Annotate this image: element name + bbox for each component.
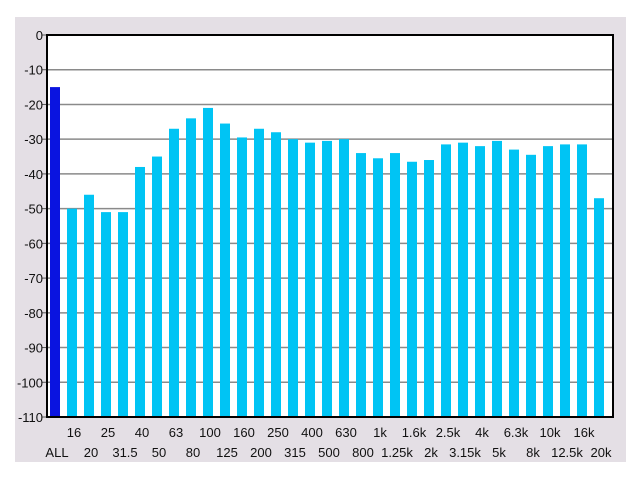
x-tick-label: 5k: [492, 445, 506, 460]
x-tick-label: 50: [152, 445, 166, 460]
bar: [509, 149, 519, 417]
y-tick-label: -100: [17, 375, 43, 390]
bar: [543, 146, 553, 418]
x-tick-label: 2.5k: [436, 425, 461, 440]
bar: [407, 161, 417, 417]
y-tick-label: -10: [24, 63, 43, 78]
x-tick-label: 16: [67, 425, 81, 440]
x-tick-label: 20: [84, 445, 98, 460]
x-tick-label: 200: [250, 445, 272, 460]
x-tick-label: 100: [199, 425, 221, 440]
bar: [67, 208, 77, 417]
x-tick-label: 8k: [526, 445, 540, 460]
bar: [84, 194, 94, 417]
x-tick-label: ALL: [45, 445, 68, 460]
x-tick-label: 315: [284, 445, 306, 460]
bar: [339, 139, 349, 417]
bar: [390, 153, 400, 417]
bar: [135, 166, 145, 417]
bar: [101, 212, 111, 417]
x-tick-label: 400: [301, 425, 323, 440]
x-tick-label: 3.15k: [449, 445, 481, 460]
y-tick-label: -30: [24, 132, 43, 147]
bar: [594, 198, 604, 417]
bar: [118, 212, 128, 417]
bar: [492, 140, 502, 417]
bar: [356, 153, 366, 417]
y-tick-label: -40: [24, 167, 43, 182]
x-tick-label: 1.6k: [402, 425, 427, 440]
bar: [254, 128, 264, 417]
y-tick-label: -20: [24, 97, 43, 112]
x-tick-label: 1.25k: [381, 445, 413, 460]
x-tick-label: 2k: [424, 445, 438, 460]
x-tick-label: 20k: [591, 445, 612, 460]
x-tick-label: 4k: [475, 425, 489, 440]
y-tick-label: -50: [24, 202, 43, 217]
y-tick-label: -90: [24, 341, 43, 356]
x-tick-label: 6.3k: [504, 425, 529, 440]
x-tick-label: 160: [233, 425, 255, 440]
bar: [458, 142, 468, 417]
bar: [475, 146, 485, 418]
x-tick-label: 125: [216, 445, 238, 460]
x-tick-label: 12.5k: [551, 445, 583, 460]
bar: [441, 144, 451, 417]
y-tick-label: -60: [24, 236, 43, 251]
x-tick-label: 250: [267, 425, 289, 440]
bar-all: [50, 87, 60, 417]
x-tick-label: 800: [352, 445, 374, 460]
bar: [322, 140, 332, 417]
x-tick-label: 10k: [540, 425, 561, 440]
x-tick-label: 63: [169, 425, 183, 440]
x-tick-label: 1k: [373, 425, 387, 440]
bar: [186, 118, 196, 417]
x-tick-label: 16k: [574, 425, 595, 440]
y-tick-label: -70: [24, 271, 43, 286]
x-tick-label: 40: [135, 425, 149, 440]
bar: [203, 107, 213, 417]
bar: [152, 156, 162, 417]
y-tick-label: -80: [24, 306, 43, 321]
x-tick-label: 31.5: [112, 445, 137, 460]
bar: [305, 142, 315, 417]
bar: [560, 144, 570, 417]
x-tick-label: 80: [186, 445, 200, 460]
bar: [220, 123, 230, 418]
bar: [424, 160, 434, 417]
bar: [373, 158, 383, 418]
bar: [169, 128, 179, 417]
bar: [271, 132, 281, 417]
bar: [526, 154, 536, 418]
x-tick-label: 630: [335, 425, 357, 440]
x-tick-label: 500: [318, 445, 340, 460]
bar: [288, 139, 298, 417]
bar: [577, 144, 587, 417]
bar: [237, 137, 247, 418]
y-tick-label: 0: [36, 28, 43, 43]
x-tick-label: 25: [101, 425, 115, 440]
plot-frame: [46, 34, 614, 418]
y-tick-label: -110: [18, 410, 43, 425]
